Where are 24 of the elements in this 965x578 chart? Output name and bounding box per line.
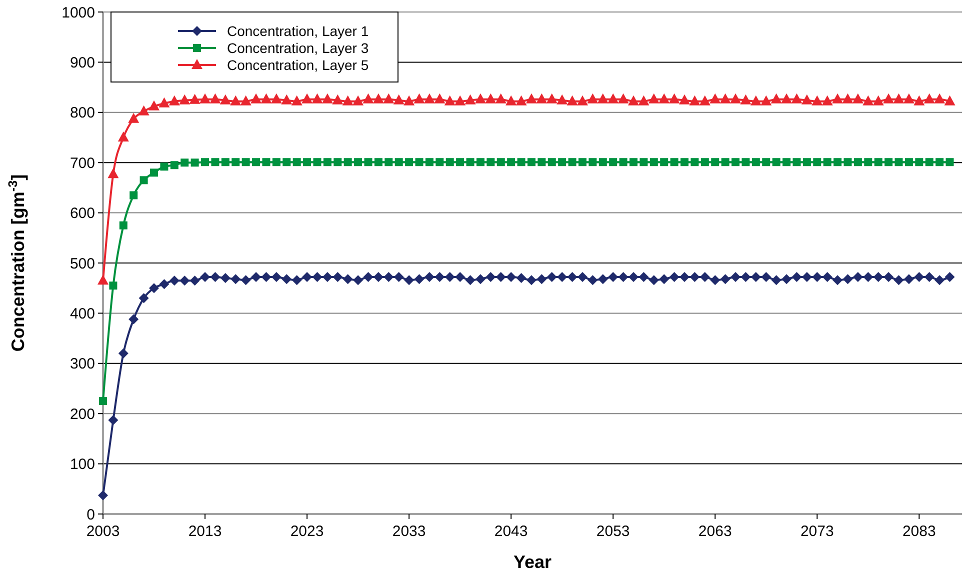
x-tick-label: 2033 [392,523,426,540]
y-tick-label: 1000 [62,4,95,22]
x-tick-label: 2083 [902,523,936,540]
y-tick-label: 200 [70,406,95,423]
x-tick-label: 2043 [494,523,528,540]
x-tick-label: 2053 [596,523,630,540]
y-tick-label: 0 [86,506,95,524]
legend-label: Concentration, Layer 5 [227,56,369,73]
y-tick-label: 700 [70,154,95,172]
y-tick-label: 900 [70,54,95,72]
x-tick-label: 2013 [188,523,222,540]
x-tick-label: 2073 [800,523,834,540]
y-tick-label: 600 [70,205,95,222]
x-tick-label: 2003 [86,523,120,540]
x-tick-label: 2063 [698,523,732,540]
x-tick-label: 2023 [290,523,324,540]
y-tick-label: 300 [70,356,95,373]
legend-label: Concentration, Layer 1 [227,22,369,39]
y-tick-label: 800 [70,104,95,122]
x-axis-title: Year [513,552,552,572]
y-tick-label: 100 [70,456,95,474]
y-tick-label: 400 [70,305,95,322]
y-tick-label: 500 [70,255,95,272]
legend-label: Concentration, Layer 3 [227,40,369,56]
